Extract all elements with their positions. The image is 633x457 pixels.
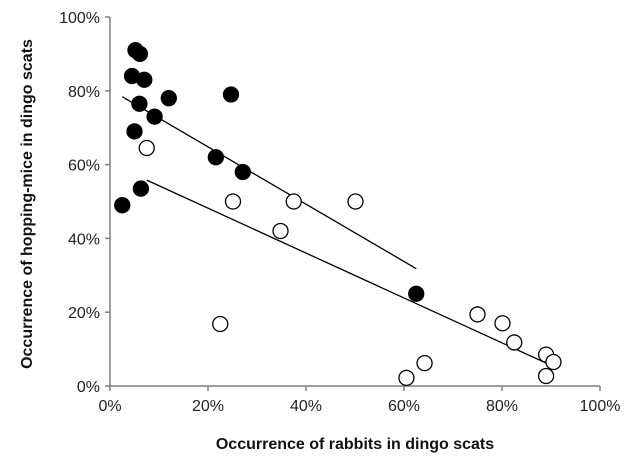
x-axis-title: Occurrence of rabbits in dingo scats xyxy=(216,436,494,453)
data-point-filled xyxy=(132,180,150,197)
data-point-filled xyxy=(146,108,163,125)
x-tick-label: 40% xyxy=(290,398,322,415)
y-tick-label: 60% xyxy=(68,158,100,175)
data-point-filled xyxy=(408,285,425,302)
data-point-filled xyxy=(114,197,131,214)
data-point-filled xyxy=(136,71,153,88)
data-point-open xyxy=(494,315,511,332)
tick-labels: 0% 20% 40% 60% 80% 100% 0% 20% 40% 60% 80% 100% xyxy=(59,10,620,415)
y-tick-label: 0% xyxy=(77,379,100,396)
data-point-open xyxy=(537,367,555,385)
data-point-filled xyxy=(131,45,149,63)
y-tick-label: 40% xyxy=(68,231,100,248)
data-point-open xyxy=(347,193,364,210)
data-point-open xyxy=(272,222,289,240)
ticks xyxy=(105,16,601,391)
y-axis-title: Occurrence of hopping-mice in dingo scat… xyxy=(19,39,36,369)
x-tick-label: 20% xyxy=(192,398,224,415)
data-point-filled xyxy=(160,90,177,107)
y-tick-label: 20% xyxy=(68,305,100,322)
data-point-filled xyxy=(234,163,251,181)
data-point-filled xyxy=(131,95,148,112)
data-point-open xyxy=(506,334,523,351)
data-point-open xyxy=(545,353,562,371)
x-tick-label: 0% xyxy=(98,398,121,415)
data-points xyxy=(114,42,562,387)
trendline xyxy=(121,96,417,270)
x-tick-label: 60% xyxy=(388,398,420,415)
x-tick-label: 100% xyxy=(580,398,621,415)
y-tick-label: 100% xyxy=(59,10,100,27)
data-point-open xyxy=(224,193,242,210)
data-point-open xyxy=(212,315,229,333)
data-point-open xyxy=(416,354,433,372)
data-point-filled xyxy=(207,149,224,166)
x-tick-label: 80% xyxy=(486,398,518,415)
data-point-open xyxy=(285,193,302,210)
axes xyxy=(109,17,600,387)
y-tick-label: 80% xyxy=(68,84,100,101)
data-point-open xyxy=(138,139,155,157)
data-point-filled xyxy=(126,123,143,140)
data-point-open xyxy=(469,306,486,323)
trendline xyxy=(146,179,554,368)
data-point-open xyxy=(398,369,415,387)
trendlines xyxy=(121,96,554,368)
data-point-filled xyxy=(222,86,240,103)
